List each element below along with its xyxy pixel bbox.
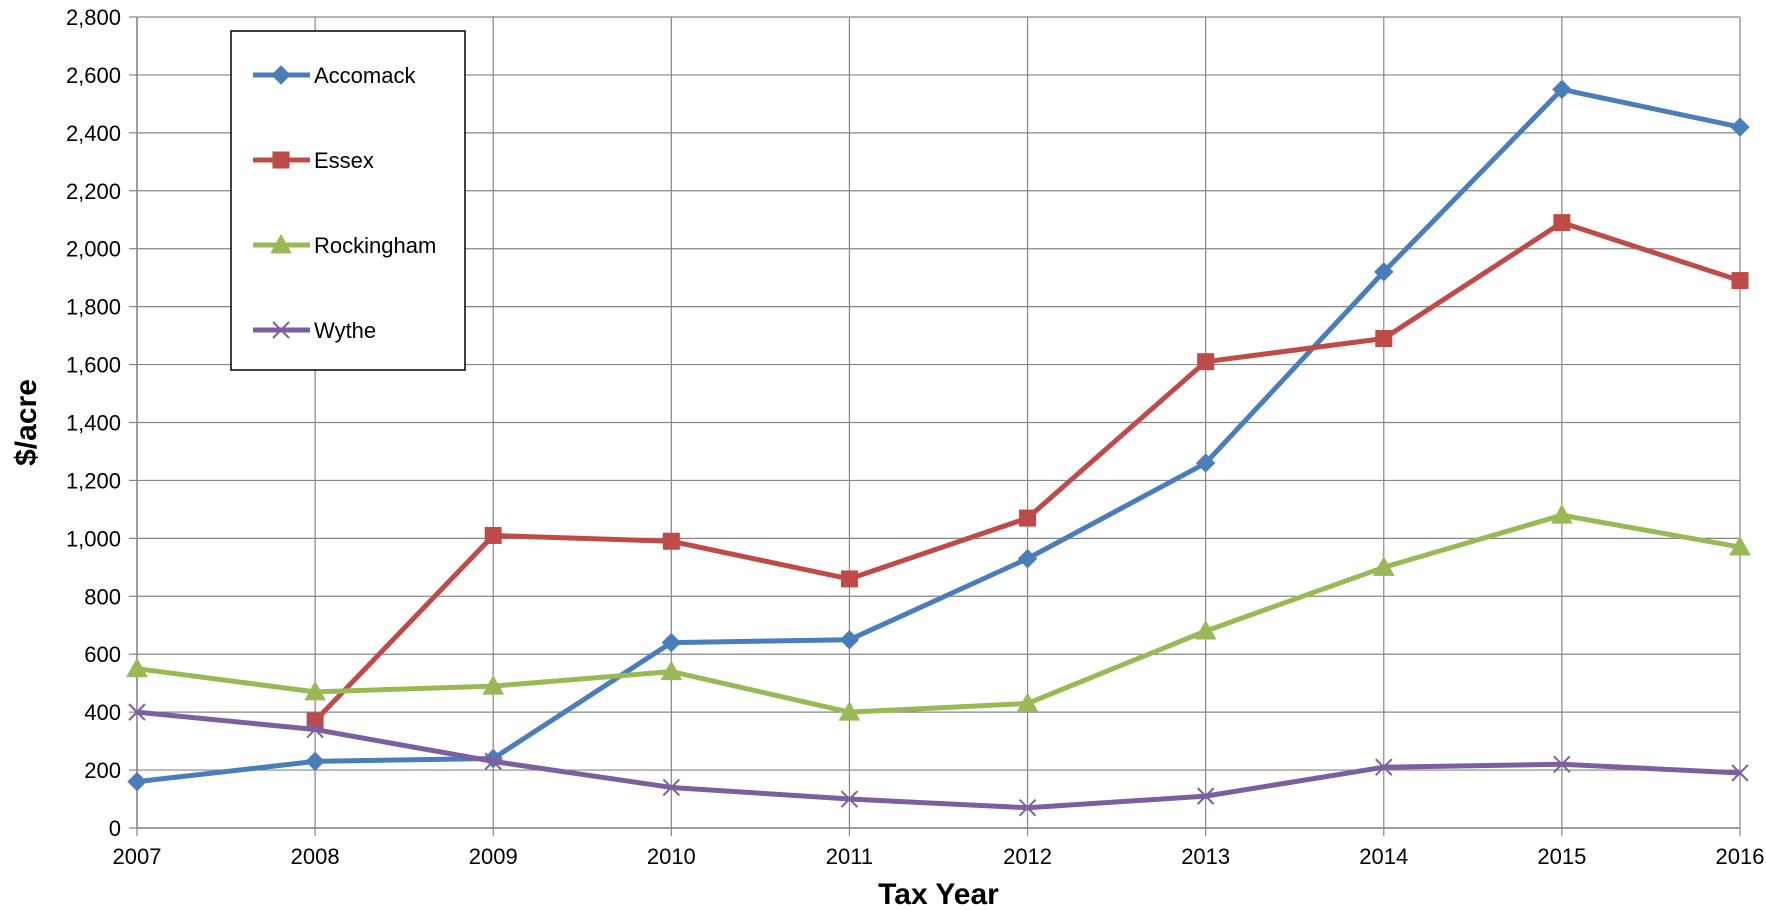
legend-entry-rockingham: Rockingham: [253, 233, 436, 258]
data-point-rockingham: [1729, 536, 1751, 556]
y-tick-label: 2,200: [66, 179, 121, 204]
x-tick-label: 2009: [469, 844, 518, 869]
legend-marker-accomack: [271, 65, 291, 85]
data-point-wythe: [128, 703, 146, 721]
data-point-accomack: [661, 632, 682, 653]
data-point-wythe: [840, 790, 859, 808]
data-point-accomack: [1017, 548, 1038, 569]
data-point-rockingham: [1016, 692, 1039, 712]
legend-marker-essex: [272, 151, 290, 169]
x-tick-label: 2010: [647, 844, 696, 869]
data-point-rockingham: [482, 675, 505, 695]
data-point-rockingham: [660, 660, 683, 681]
data-point-essex: [1375, 330, 1393, 348]
data-point-rockingham: [304, 680, 326, 701]
y-tick-label: 400: [84, 700, 121, 725]
legend-entry-wythe: Wythe: [253, 318, 376, 343]
x-tick-label: 2012: [1003, 844, 1052, 869]
data-point-rockingham: [1194, 620, 1217, 640]
data-point-accomack: [305, 751, 325, 772]
y-tick-label: 800: [84, 584, 121, 609]
legend-marker-rockingham: [270, 233, 292, 254]
axes: 0 200 400 600 800 1,000 1,200 1,400 1,600 1,800 2,…: [66, 5, 1765, 869]
y-tick-label: 200: [84, 758, 121, 783]
data-point-accomack: [1730, 117, 1750, 137]
series-rockingham: [126, 504, 1751, 721]
x-tick-label: 2015: [1537, 844, 1586, 869]
legend-entry-accomack: Accomack: [253, 63, 416, 88]
legend-label-rockingham: Rockingham: [314, 233, 436, 258]
data-point-accomack: [1195, 453, 1216, 473]
y-tick-label: 2,600: [66, 63, 121, 88]
legend-label-essex: Essex: [314, 148, 374, 173]
data-point-wythe: [1196, 787, 1215, 805]
data-point-wythe: [484, 752, 502, 771]
y-tick-label: 2,800: [66, 5, 121, 30]
legend: Accomack Essex Rockingham Wythe: [230, 30, 466, 371]
y-tick-label: 2,000: [66, 237, 121, 262]
legend-entry-essex: Essex: [253, 148, 374, 173]
series-line-wythe: [136, 709, 1741, 811]
legend-label-accomack: Accomack: [314, 63, 416, 88]
y-tick-label: 1,800: [66, 295, 121, 320]
data-point-wythe: [1731, 764, 1749, 782]
data-point-accomack: [1552, 79, 1572, 100]
y-tick-label: 2,400: [66, 121, 121, 146]
x-tick-label: 2014: [1359, 844, 1408, 869]
data-point-rockingham: [1372, 556, 1395, 576]
y-tick-label: 1,400: [66, 411, 121, 436]
series-line-accomack: [136, 86, 1741, 785]
legend-box: [230, 30, 466, 371]
series-accomack: [127, 79, 1750, 792]
data-point-wythe: [1375, 758, 1393, 776]
x-tick-label: 2008: [291, 844, 340, 869]
y-tick-label: 1,600: [66, 353, 121, 378]
x-tick-label: 2007: [113, 844, 162, 869]
data-point-essex: [484, 526, 502, 544]
series-essex: [306, 214, 1749, 730]
y-tick-label: 0: [109, 816, 121, 841]
data-point-essex: [1019, 509, 1037, 527]
data-point-accomack: [1374, 262, 1394, 282]
data-point-accomack: [839, 630, 860, 650]
series-line-rockingham: [136, 512, 1741, 715]
y-tick-label: 1,200: [66, 468, 121, 493]
data-point-essex: [1553, 214, 1571, 232]
series-wythe: [128, 703, 1749, 817]
data-point-essex: [1731, 272, 1749, 290]
data-point-rockingham: [838, 701, 861, 721]
data-point-wythe: [306, 720, 324, 739]
data-point-essex: [840, 570, 858, 588]
legend-marker-wythe: [272, 321, 290, 339]
y-axis-title: $/acre: [10, 379, 43, 466]
series-lines: [126, 79, 1751, 817]
data-point-essex: [1197, 353, 1215, 371]
data-point-accomack: [127, 771, 147, 792]
x-tick-label: 2016: [1716, 844, 1765, 869]
x-tick-label: 2011: [826, 844, 873, 869]
data-point-rockingham: [126, 657, 148, 678]
data-point-wythe: [1018, 799, 1037, 817]
data-point-rockingham: [1551, 504, 1573, 524]
data-point-essex: [306, 712, 324, 730]
data-point-wythe: [1553, 755, 1571, 773]
y-tick-label: 1,000: [66, 526, 121, 551]
y-tick-label: 600: [84, 642, 121, 667]
legend-label-wythe: Wythe: [314, 318, 376, 343]
x-tick-label: 2013: [1181, 844, 1230, 869]
data-point-wythe: [662, 778, 681, 797]
data-point-essex: [662, 532, 680, 550]
x-axis-title: Tax Year: [878, 878, 999, 910]
